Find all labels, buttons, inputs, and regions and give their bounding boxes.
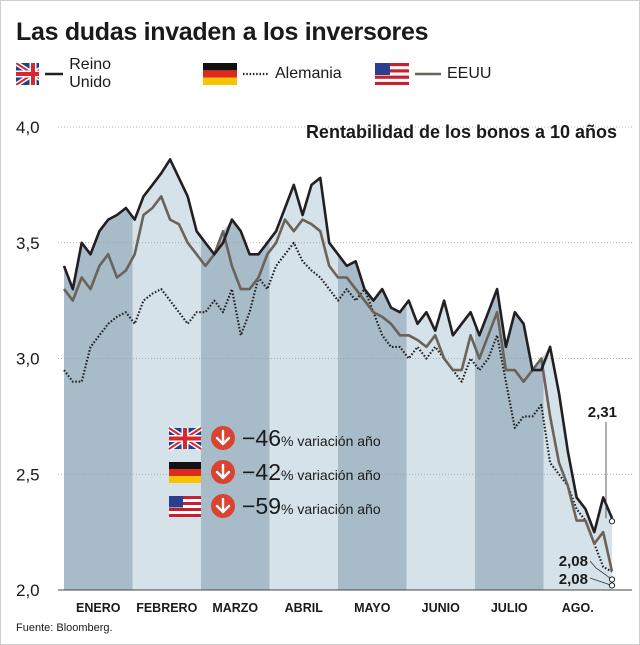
change-unit: % variación año	[281, 501, 381, 517]
x-tick-label: ENERO	[76, 601, 121, 615]
leader-line-usa	[589, 560, 613, 580]
x-tick-label: AGO.	[562, 601, 594, 615]
x-tick-label: MAYO	[354, 601, 391, 615]
month-band	[64, 159, 133, 590]
x-tick-label: MARZO	[212, 601, 258, 615]
change-value: −59	[242, 493, 281, 519]
legend-item-germany: Alemania	[203, 62, 342, 86]
germany-flag-icon	[169, 462, 201, 483]
month-band	[132, 159, 201, 590]
flag-part	[169, 502, 201, 505]
y-tick-label: 3,0	[16, 350, 40, 369]
x-tick-label: FEBRERO	[136, 601, 197, 615]
change-value-text: −42% variación año	[242, 459, 381, 485]
series-line-uk	[62, 158, 614, 534]
x-tick-label: JULIO	[491, 601, 528, 615]
down-arrow-glyph	[215, 429, 231, 446]
y-tick-label: 4,0	[16, 118, 40, 137]
flag-part	[169, 508, 201, 511]
change-row: −59% variación año	[169, 493, 381, 519]
change-row: −46% variación año	[167, 425, 381, 452]
flag-part	[169, 496, 201, 499]
flag-part	[169, 514, 201, 517]
end-marker	[608, 518, 616, 525]
end-value-label-germany: 2,08	[559, 571, 588, 588]
end-value-label-usa: 2,08	[559, 553, 588, 570]
y-tick-label: 3,5	[16, 234, 40, 253]
month-band	[269, 159, 338, 590]
down-arrow-glyph	[215, 497, 231, 514]
down-arrow-icon	[211, 460, 235, 484]
legend-line-germany	[243, 72, 269, 76]
month-bands	[64, 159, 612, 590]
legend-line-uk	[45, 72, 64, 76]
change-value-text: −59% variación año	[242, 493, 381, 519]
germany-flag-icon	[203, 63, 237, 85]
flag-part	[169, 462, 201, 470]
legend-label-germany: Alemania	[275, 65, 342, 82]
flag-part	[169, 476, 201, 483]
change-row: −42% variación año	[169, 459, 381, 485]
end-marker	[608, 582, 616, 589]
chart-subtitle: Rentabilidad de los bonos a 10 años	[306, 122, 617, 142]
chart-title: Las dudas invaden a los inversores	[16, 18, 429, 46]
end-value-label-uk: 2,31	[588, 404, 617, 421]
down-arrow-icon	[211, 494, 235, 518]
x-tick-label: ABRIL	[285, 601, 324, 615]
change-unit: % variación año	[281, 467, 381, 483]
y-tick-label: 2,5	[16, 465, 40, 484]
legend-line-usa	[415, 72, 441, 76]
series-line-germany	[63, 241, 613, 573]
change-value-text: −46% variación año	[242, 425, 381, 451]
month-band	[338, 159, 407, 590]
series-line-usa	[62, 195, 614, 572]
change-unit: % variación año	[281, 433, 381, 449]
down-arrow-icon	[211, 426, 235, 450]
end-marker	[608, 576, 616, 583]
usa-flag-icon	[375, 63, 409, 85]
legend-item-usa: EEUU	[375, 62, 491, 86]
change-value: −42	[242, 459, 281, 485]
usa-flag-icon	[169, 496, 201, 517]
down-arrow-glyph	[215, 463, 231, 480]
uk-flag-icon	[167, 425, 203, 452]
flag-part	[169, 428, 201, 449]
flag-part	[169, 496, 183, 508]
uk-flag-icon	[16, 63, 40, 85]
legend-item-uk: Reino Unido	[16, 56, 130, 91]
leader-line-germany	[589, 577, 613, 586]
legend-label-usa: EEUU	[447, 65, 492, 82]
y-tick-label: 2,0	[16, 581, 40, 600]
source-note: Fuente: Bloomberg.	[16, 622, 113, 634]
month-band	[475, 159, 544, 590]
x-tick-label: JUNIO	[422, 601, 460, 615]
flag-part	[169, 469, 201, 477]
change-value: −46	[242, 425, 281, 451]
legend-label-uk: Reino Unido	[69, 56, 112, 91]
